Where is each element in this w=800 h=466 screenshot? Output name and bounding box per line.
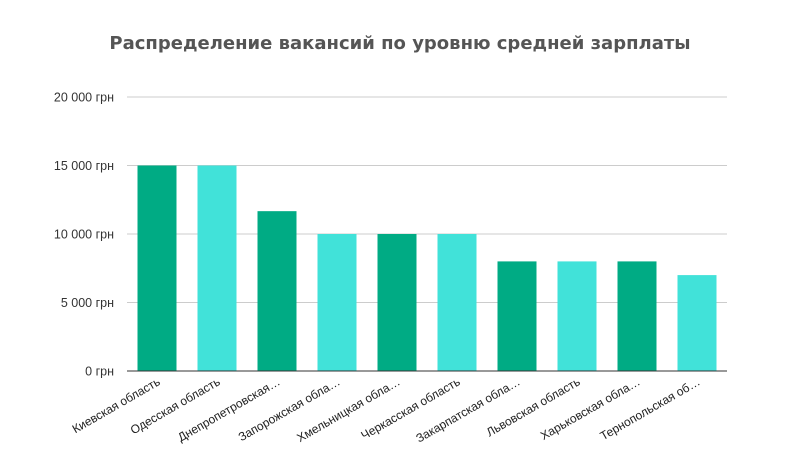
y-tick-label: 10 000 грн	[54, 228, 114, 242]
y-tick-label: 5 000 грн	[61, 296, 114, 310]
bar	[437, 234, 477, 371]
bar	[557, 261, 597, 371]
bar	[377, 234, 417, 371]
x-tick-label: Черкасская область	[359, 374, 463, 442]
bar	[257, 211, 297, 371]
bar	[617, 261, 657, 371]
x-tick-label: Хмельницкая обла…	[294, 374, 402, 444]
bar	[497, 261, 537, 371]
y-tick-label: 0 грн	[85, 365, 114, 379]
x-tick-label: Харьковская обла…	[538, 374, 643, 442]
x-tick-label: Запорожская обла…	[236, 374, 343, 444]
x-tick-label: Закарпатская обла…	[414, 374, 523, 445]
y-axis-ticks: 0 грн 5 000 грн 10 000 грн 15 000 грн 20 000…	[54, 91, 114, 379]
bar	[317, 234, 357, 371]
y-tick-label: 15 000 грн	[54, 159, 114, 173]
bar	[677, 275, 717, 371]
bars	[137, 165, 717, 371]
x-tick-label: Днепропетровская…	[175, 374, 282, 444]
bar	[197, 165, 237, 371]
chart-title: Распределение вакансий по уровню средней…	[109, 33, 691, 54]
x-tick-label: Тернопольская об…	[598, 374, 703, 443]
bar	[137, 165, 177, 371]
y-tick-label: 20 000 грн	[54, 91, 114, 105]
